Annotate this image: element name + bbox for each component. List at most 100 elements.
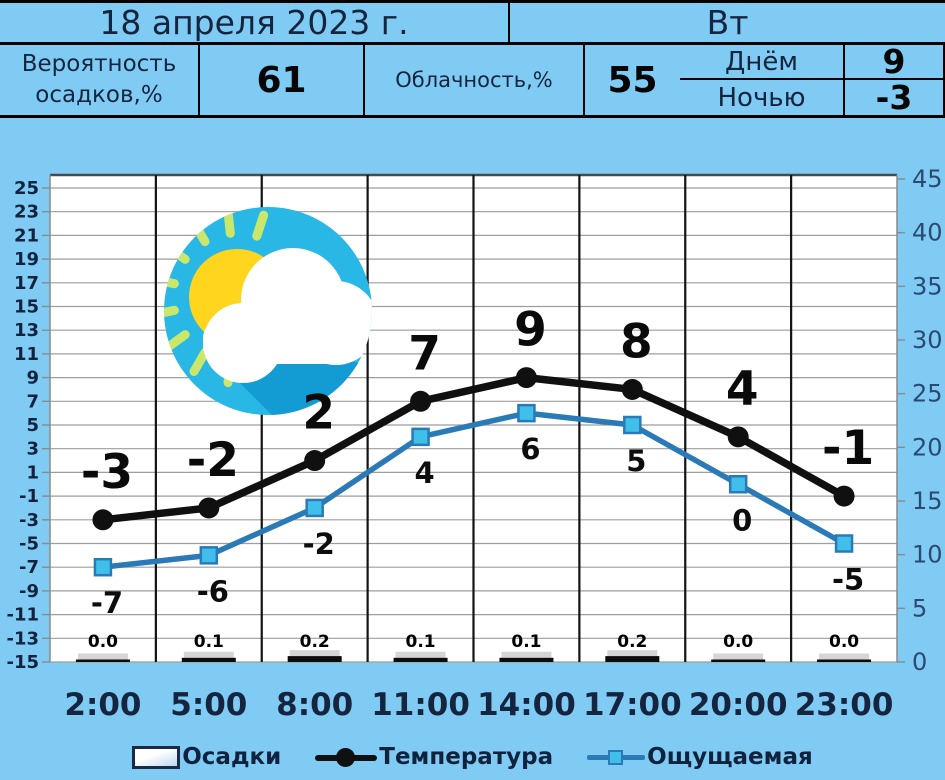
feels-like-value-label: -2 bbox=[303, 527, 335, 561]
forecast-chart: -15-13-11-9-7-5-3-1135791113151719212325… bbox=[6, 165, 942, 723]
left-axis-label: -9 bbox=[19, 581, 39, 602]
feels-like-value-label: -5 bbox=[832, 563, 864, 597]
left-axis-label: 3 bbox=[26, 439, 39, 460]
right-axis-label: 40 bbox=[912, 219, 943, 247]
feels-like-line-icon bbox=[587, 749, 646, 766]
precip-bar bbox=[711, 659, 766, 662]
left-axis-label: 21 bbox=[14, 225, 39, 246]
left-axis-label: -13 bbox=[6, 628, 39, 649]
left-axis-label: -3 bbox=[19, 510, 39, 531]
precip-bar bbox=[75, 659, 130, 662]
feels-like-point bbox=[728, 475, 748, 494]
precip-probability-label: Вероятность осадков,% bbox=[0, 45, 200, 115]
left-axis-label: -11 bbox=[6, 605, 39, 626]
temperature-value-label: 8 bbox=[620, 314, 653, 369]
feels-like-point bbox=[199, 546, 219, 565]
time-axis-label: 17:00 bbox=[583, 687, 682, 723]
precip-bar-shadow bbox=[289, 650, 340, 657]
header-row-date: 18 апреля 2023 г. Вт bbox=[0, 0, 945, 45]
legend-item-temperature: Температура bbox=[315, 744, 553, 770]
precip-bar-shadow bbox=[713, 653, 764, 660]
precip-probability-value: 61 bbox=[200, 45, 365, 115]
night-temp-value: -3 bbox=[845, 78, 945, 117]
temperature-value-label: -1 bbox=[822, 421, 874, 476]
chart-grid-layer: -15-13-11-9-7-5-3-1135791113151719212325… bbox=[6, 165, 942, 676]
precip-bar bbox=[499, 657, 554, 662]
feels-like-value-label: 5 bbox=[626, 444, 646, 478]
date-text: 18 апреля 2023 г. bbox=[0, 3, 510, 42]
time-axis-label: 2:00 bbox=[64, 687, 141, 723]
time-axis-label: 20:00 bbox=[689, 687, 788, 723]
left-axis-label: 1 bbox=[26, 462, 39, 483]
temperature-point bbox=[833, 485, 855, 507]
temperature-point bbox=[304, 450, 326, 472]
right-axis-label: 0 bbox=[912, 648, 927, 676]
precip-value-label: 0.1 bbox=[511, 632, 541, 652]
left-axis-label: 13 bbox=[14, 320, 39, 341]
precip-bar-shadow bbox=[819, 653, 870, 660]
time-axis-label: 23:00 bbox=[795, 687, 894, 723]
cloudiness-value: 55 bbox=[607, 59, 658, 101]
left-axis-label: 19 bbox=[14, 249, 39, 270]
header-summary-table: Днём 9 Вероятность осадков,% 61 Облачнос… bbox=[0, 42, 945, 118]
left-axis-label: 7 bbox=[26, 391, 39, 412]
time-axis-label: 11:00 bbox=[371, 687, 470, 723]
feels-like-value-label: -7 bbox=[91, 586, 123, 620]
chart-series-layer: 0.0 0.1 0.2 0.1 0.1 0.2 0.0 0.0 -3 -2 2 7 9 8 4 -1 -7 -6 -… bbox=[64, 303, 893, 723]
right-axis-label: 10 bbox=[912, 541, 943, 569]
precipitation-bar-icon bbox=[132, 745, 181, 769]
cloud bbox=[203, 248, 372, 383]
feels-like-point bbox=[834, 534, 854, 553]
left-axis-label: -7 bbox=[19, 557, 39, 578]
precip-value-label: 0.1 bbox=[406, 632, 436, 652]
precip-probability-label-line2: осадков,% bbox=[35, 82, 163, 108]
night-label: Ночью bbox=[680, 80, 845, 115]
right-axis-label: 45 bbox=[912, 165, 943, 193]
precip-probability-label-line1: Вероятность bbox=[21, 51, 177, 77]
temperature-point bbox=[92, 509, 114, 531]
left-axis-label: 17 bbox=[14, 273, 39, 294]
legend-label-temperature: Температура bbox=[379, 744, 554, 770]
time-axis-label: 5:00 bbox=[170, 687, 247, 723]
time-axis-label: 8:00 bbox=[276, 687, 353, 723]
temperature-point bbox=[410, 390, 432, 412]
feels-like-line bbox=[102, 410, 846, 570]
feels-like-point bbox=[411, 427, 430, 447]
precip-bar-shadow bbox=[607, 650, 658, 657]
precip-value-label: 0.0 bbox=[723, 632, 753, 652]
temperature-value-label: 4 bbox=[726, 362, 759, 417]
temperature-value-label: -3 bbox=[81, 445, 133, 500]
right-axis-label: 35 bbox=[912, 272, 943, 300]
weekday-text: Вт bbox=[706, 3, 749, 42]
temperature-value-label: 2 bbox=[302, 386, 335, 441]
temperature-value-label: 7 bbox=[408, 326, 441, 381]
right-axis-label: 20 bbox=[912, 433, 943, 461]
precip-bar-shadow bbox=[395, 651, 446, 658]
temperature-value-label: -2 bbox=[187, 433, 239, 488]
temperature-point bbox=[515, 367, 537, 389]
left-axis-label: -1 bbox=[19, 486, 39, 507]
left-axis-label: 15 bbox=[14, 297, 39, 318]
precip-value-label: 0.1 bbox=[194, 632, 224, 652]
right-axis-label: 15 bbox=[912, 487, 943, 515]
left-axis-label: -5 bbox=[19, 534, 39, 555]
feels-like-value-label: 6 bbox=[520, 432, 540, 466]
precip-bar bbox=[287, 656, 342, 662]
temperature-point bbox=[621, 378, 643, 400]
feels-like-value-label: 0 bbox=[732, 503, 752, 537]
left-axis-label: 25 bbox=[14, 178, 39, 199]
feels-like-point bbox=[305, 498, 324, 518]
temperature-point bbox=[727, 426, 749, 448]
temperature-point bbox=[198, 497, 220, 519]
left-axis-label: 9 bbox=[26, 368, 39, 389]
precip-bar-shadow bbox=[183, 651, 234, 658]
feels-like-point bbox=[93, 557, 113, 577]
feels-like-point bbox=[623, 415, 642, 435]
precip-bar bbox=[393, 657, 448, 662]
left-axis-label: 23 bbox=[14, 202, 39, 223]
cloudiness-label: Облачность,% bbox=[365, 45, 585, 115]
day-label: Днём bbox=[680, 45, 845, 80]
precip-value-label: 0.2 bbox=[300, 632, 330, 652]
legend-label-precipitation: Осадки bbox=[182, 744, 282, 770]
